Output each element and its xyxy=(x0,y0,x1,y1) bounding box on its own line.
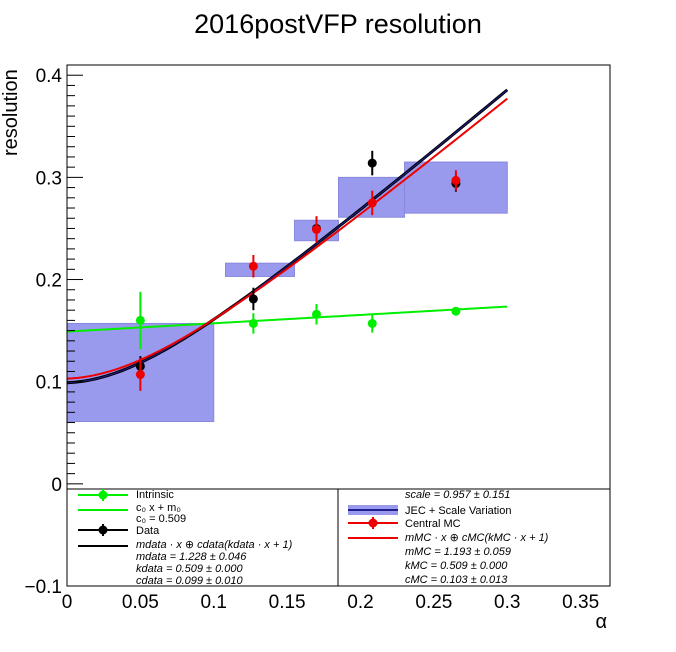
legend-mc-formula: mMC · x ⊕ cMC(kMC · x + 1) xyxy=(405,532,549,544)
legend-mc-marker xyxy=(348,517,398,529)
y-tick-label: −0.1 xyxy=(24,577,62,598)
legend-mc-m: mMC = 1.193 ± 0.059 xyxy=(405,546,511,558)
data-points xyxy=(135,150,461,391)
legend-mc-c: cMC = 0.103 ± 0.013 xyxy=(405,574,508,586)
legend-mc-k: kMC = 0.509 ± 0.000 xyxy=(405,560,508,572)
legend-intrinsic-c0: c₀ = 0.509 xyxy=(136,513,186,525)
x-tick-label: 0 xyxy=(62,592,73,613)
x-tick-label: 0.2 xyxy=(347,592,373,613)
legend-data-formula: mdata · x ⊕ cdata(kdata · x + 1) xyxy=(136,539,293,551)
legend-data-label: Data xyxy=(136,525,160,537)
data-point-4 xyxy=(367,150,377,176)
legend-data-m: mdata = 1.228 ± 0.046 xyxy=(136,551,247,563)
intrinsic-point-4 xyxy=(367,314,377,333)
x-tick-label: 0.05 xyxy=(122,592,159,613)
legend-scale: scale = 0.957 ± 0.151 xyxy=(405,489,510,501)
y-tick-label: 0.3 xyxy=(36,168,62,189)
intrinsic-point-3 xyxy=(311,304,321,325)
legend-mc-label: Central MC xyxy=(405,518,461,530)
legend-data-k: kdata = 0.509 ± 0.000 xyxy=(136,563,244,575)
y-tick-label: 0.2 xyxy=(36,271,62,292)
legend-data-marker xyxy=(78,524,128,536)
legend-intrinsic-label: Intrinsic xyxy=(136,489,174,501)
intrinsic-point-2 xyxy=(248,313,258,334)
intrinsic-point-5 xyxy=(451,306,461,316)
intrinsic-point-1 xyxy=(135,291,145,349)
legend-data-c: cdata = 0.099 ± 0.010 xyxy=(136,575,244,587)
legend-band-label: JEC + Scale Variation xyxy=(405,505,512,517)
x-axis-label: α xyxy=(595,611,607,633)
legend-band-marker xyxy=(348,505,398,515)
central-mc-point-4 xyxy=(367,190,377,216)
intrinsic-fit-line xyxy=(66,305,508,333)
jec-scale-variation-bands xyxy=(66,161,508,423)
x-tick-label: 0.15 xyxy=(269,592,306,613)
x-tick-label: 0.25 xyxy=(415,592,452,613)
x-tick-label: 0.1 xyxy=(201,592,227,613)
y-tick-label: 0 xyxy=(51,475,62,496)
x-tick-label: 0.35 xyxy=(562,592,599,613)
y-tick-label: 0.4 xyxy=(36,66,63,87)
y-axis-label: resolution xyxy=(0,69,22,156)
central-mc-point-2 xyxy=(248,255,258,278)
central-mc-point-5 xyxy=(451,170,461,191)
chart-title: 2016postVFP resolution xyxy=(194,9,482,39)
central-mc-point-1 xyxy=(135,358,145,391)
legend: Intrinsic c₀ x + m₀ c₀ = 0.509 Data mdat… xyxy=(66,488,611,587)
legend-intrinsic-formula: c₀ x + m₀ xyxy=(136,502,181,514)
data-point-2 xyxy=(248,287,258,311)
y-tick-label: 0.1 xyxy=(36,373,62,394)
central-mc-point-3 xyxy=(311,216,321,243)
x-tick-label: 0.3 xyxy=(494,592,520,613)
legend-intrinsic-marker xyxy=(78,489,128,501)
